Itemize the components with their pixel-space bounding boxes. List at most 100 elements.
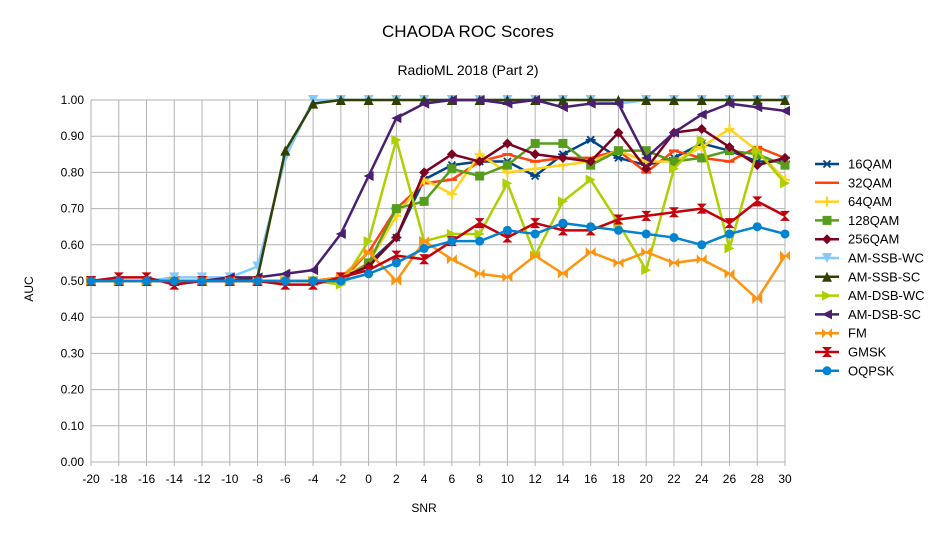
data-point xyxy=(169,276,179,286)
legend-label: 32QAM xyxy=(848,175,892,190)
x-tick-label: -16 xyxy=(138,472,156,486)
data-point xyxy=(822,309,832,320)
data-point xyxy=(724,123,735,134)
data-point xyxy=(586,222,596,232)
y-tick-labels: 0.00 0.10 0.20 0.30 0.40 0.50 0.60 0.70 0.80 0.90… xyxy=(61,93,85,469)
data-point xyxy=(335,95,346,105)
series-line xyxy=(91,221,786,283)
data-point xyxy=(475,171,485,181)
data-point xyxy=(530,163,541,174)
data-point xyxy=(502,160,512,170)
x-tick-label: 18 xyxy=(612,472,626,486)
data-point xyxy=(391,134,402,145)
data-point xyxy=(585,98,596,109)
data-point xyxy=(391,250,402,261)
data-point xyxy=(447,236,457,246)
data-point xyxy=(530,171,541,181)
x-tick-label: 24 xyxy=(695,472,709,486)
data-point xyxy=(530,95,541,105)
data-point xyxy=(641,229,651,239)
y-tick-label: 0.60 xyxy=(61,238,85,252)
data-point xyxy=(585,156,596,167)
data-point xyxy=(308,98,319,109)
data-point xyxy=(530,250,541,261)
data-point xyxy=(780,152,790,163)
legend-entry: AM-DSB-SC xyxy=(815,307,921,322)
data-point xyxy=(530,229,540,239)
data-point xyxy=(668,127,679,138)
data-point xyxy=(308,276,318,286)
data-point xyxy=(780,250,790,261)
y-axis-label: AUC xyxy=(22,276,36,302)
data-point xyxy=(364,269,374,279)
data-point xyxy=(475,236,485,246)
data-point xyxy=(197,276,207,286)
legend-label: AM-DSB-WC xyxy=(848,288,925,303)
data-point xyxy=(419,167,430,178)
data-point xyxy=(502,98,513,109)
data-point xyxy=(391,204,401,214)
data-point xyxy=(557,95,568,105)
data-point xyxy=(530,138,540,148)
y-tick-label: 0.10 xyxy=(61,419,85,433)
data-point xyxy=(474,228,485,239)
legend-label: AM-SSB-WC xyxy=(848,251,924,266)
y-tick-label: 0.50 xyxy=(61,274,85,288)
series-line xyxy=(90,200,786,286)
data-point xyxy=(668,257,679,268)
data-point xyxy=(419,243,429,253)
x-tick-label: -18 xyxy=(110,472,128,486)
legend-label: OQPSK xyxy=(848,363,895,378)
legend: 16QAM 32QAM 64QAM 128QAM 256QAM AM-SSB-WC AM-S… xyxy=(815,157,925,378)
x-tick-label: 30 xyxy=(778,472,792,486)
x-tick-label: 20 xyxy=(640,472,654,486)
data-point xyxy=(613,214,624,225)
x-tick-label: -14 xyxy=(166,472,184,486)
data-point xyxy=(613,225,623,235)
data-point xyxy=(822,196,832,207)
data-point xyxy=(752,196,763,207)
legend-label: AM-SSB-SC xyxy=(848,269,920,284)
data-point xyxy=(613,146,623,156)
legend-entry: FM xyxy=(815,326,867,341)
data-point xyxy=(419,254,430,265)
y-tick-label: 0.30 xyxy=(61,346,85,360)
data-point xyxy=(363,236,374,247)
x-tick-label: -4 xyxy=(308,472,319,486)
series-gmsk xyxy=(86,196,790,290)
data-point xyxy=(724,142,735,153)
x-tick-label: 26 xyxy=(723,472,737,486)
data-point xyxy=(780,229,790,239)
data-point xyxy=(280,276,290,286)
data-point xyxy=(668,207,679,218)
legend-label: AM-DSB-SC xyxy=(848,307,921,322)
x-axis-label: SNR xyxy=(411,501,437,515)
x-tick-label: 16 xyxy=(584,472,598,486)
legend-entry: OQPSK xyxy=(815,363,895,378)
data-point xyxy=(474,268,485,279)
data-point xyxy=(447,164,457,174)
data-point xyxy=(363,95,374,105)
data-point xyxy=(446,189,457,200)
data-point xyxy=(585,174,596,185)
data-point xyxy=(530,149,541,160)
data-point xyxy=(253,276,263,286)
legend-entry: 256QAM xyxy=(815,232,899,247)
data-point xyxy=(557,196,568,207)
data-point xyxy=(697,240,707,250)
data-point xyxy=(696,134,707,145)
data-point xyxy=(502,272,513,283)
data-point xyxy=(822,271,832,282)
data-point xyxy=(391,232,402,243)
data-point xyxy=(780,95,790,105)
legend-label: GMSK xyxy=(848,345,887,360)
data-point xyxy=(780,210,790,221)
y-tick-label: 1.00 xyxy=(61,93,85,107)
data-point xyxy=(668,95,679,105)
data-point xyxy=(641,95,652,105)
data-point xyxy=(391,276,402,286)
series-am-dsb-sc xyxy=(86,95,790,286)
data-point xyxy=(391,95,402,105)
data-point xyxy=(822,366,832,376)
data-point xyxy=(641,152,652,163)
